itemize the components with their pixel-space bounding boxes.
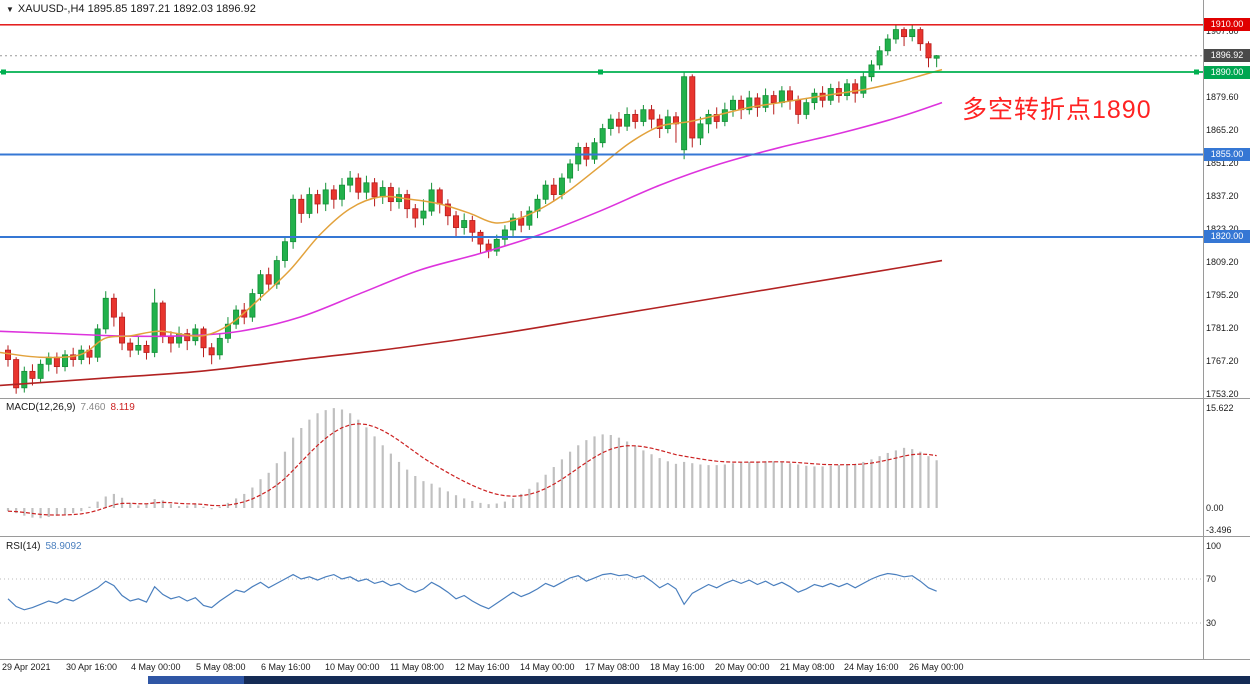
ma-slow-line — [0, 259, 943, 387]
macd-histogram — [6, 408, 938, 519]
bottom-taskbar — [0, 676, 1250, 684]
macd-signal-line — [7, 423, 937, 516]
hline-handle[interactable] — [598, 69, 603, 75]
taskbar-segment-0[interactable] — [148, 676, 244, 684]
rsi-line — [7, 572, 937, 611]
ma-fast-line — [0, 68, 943, 359]
ma-mid-line — [0, 101, 943, 338]
candlesticks — [5, 24, 940, 394]
hline-handle[interactable] — [1194, 69, 1199, 75]
hline-handle[interactable] — [1, 69, 6, 75]
taskbar-segment-1[interactable] — [244, 676, 1250, 684]
